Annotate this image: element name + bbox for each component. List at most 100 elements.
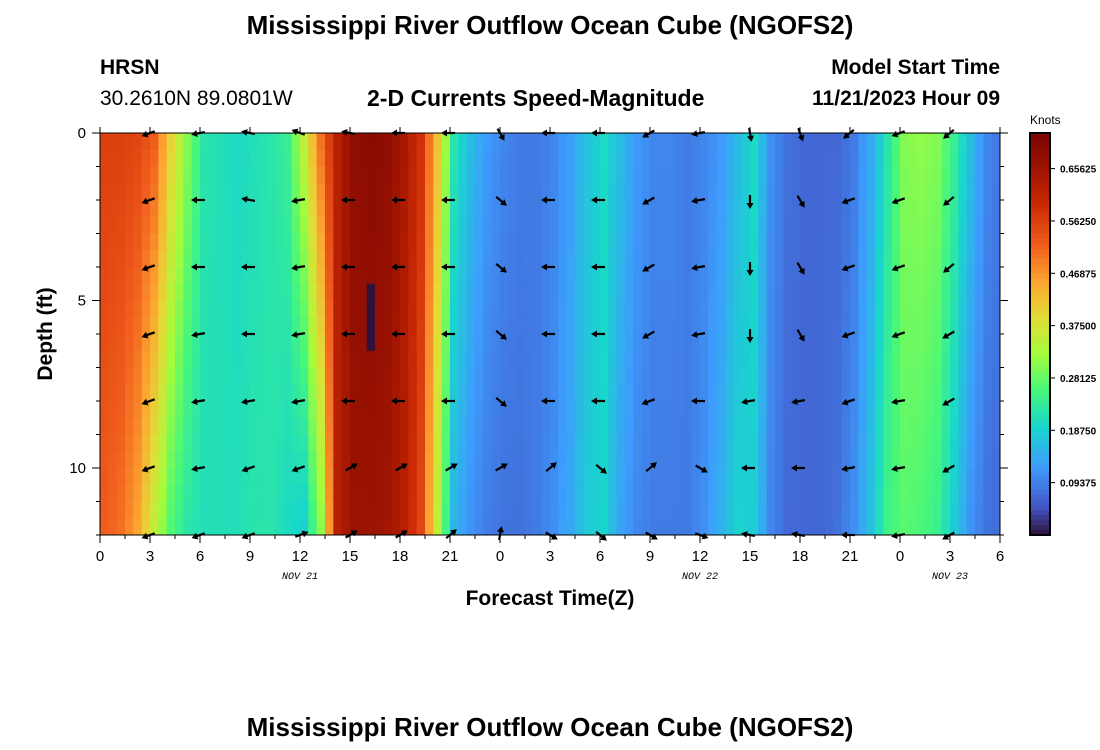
heatmap-cell xyxy=(566,300,576,318)
heatmap-cell xyxy=(183,417,193,435)
heatmap-cell xyxy=(325,451,334,469)
colorbar-segment xyxy=(1030,133,1050,139)
heatmap-cell xyxy=(325,468,334,486)
heatmap-cell xyxy=(341,133,351,151)
heatmap-cell xyxy=(600,283,609,301)
heatmap-cell xyxy=(958,317,968,335)
arrow-head xyxy=(943,199,950,206)
heatmap-cell xyxy=(375,334,384,352)
heatmap-cell xyxy=(900,367,909,385)
heatmap-cell xyxy=(300,417,309,435)
x-tick-label: 15 xyxy=(342,548,359,565)
heatmap-cell xyxy=(233,183,243,201)
heatmap-cell xyxy=(550,401,559,419)
heatmap-cell xyxy=(375,384,384,402)
heatmap-cell xyxy=(883,384,893,402)
heatmap-cell xyxy=(116,350,126,368)
heatmap-cell xyxy=(233,300,243,318)
heatmap-cell xyxy=(875,468,884,486)
heatmap-cell xyxy=(733,317,743,335)
heatmap-cell xyxy=(658,468,668,486)
heatmap-cell xyxy=(441,484,451,502)
heatmap-cell xyxy=(316,451,326,469)
heatmap-cell xyxy=(716,200,726,218)
heatmap-cell xyxy=(608,250,618,268)
heatmap-cell xyxy=(283,250,293,268)
heatmap-cell xyxy=(250,334,259,352)
heatmap-cell xyxy=(583,283,593,301)
heatmap-cell xyxy=(725,250,734,268)
heatmap-cell xyxy=(316,417,326,435)
heatmap-cell xyxy=(883,183,893,201)
heatmap-cell xyxy=(450,518,459,536)
heatmap-cell xyxy=(483,216,493,234)
heatmap-cell xyxy=(891,283,901,301)
heatmap-cell xyxy=(450,200,459,218)
arrow-head xyxy=(400,530,408,537)
heatmap-cell xyxy=(600,451,609,469)
colorbar-segment xyxy=(1030,238,1050,245)
current-arrow xyxy=(191,130,206,137)
heatmap-cell xyxy=(316,283,326,301)
heatmap-cell xyxy=(283,166,293,184)
heatmap-cell xyxy=(125,518,134,536)
heatmap-cell xyxy=(958,401,968,419)
heatmap-cell xyxy=(400,166,409,184)
heatmap-cell xyxy=(525,166,534,184)
heatmap-cell xyxy=(950,401,959,419)
heatmap-cell xyxy=(691,468,701,486)
heatmap-cell xyxy=(275,233,284,251)
heatmap-cell xyxy=(491,133,501,151)
heatmap-cell xyxy=(341,250,351,268)
heatmap-cell xyxy=(858,350,868,368)
colorbar-segment xyxy=(1030,208,1050,214)
heatmap-cell xyxy=(475,133,484,151)
page-title-repeat: Mississippi River Outflow Ocean Cube (NG… xyxy=(246,712,854,742)
heatmap-cell xyxy=(283,216,293,234)
current-arrow xyxy=(642,330,655,339)
heatmap-cell xyxy=(491,401,501,419)
heatmap-cell xyxy=(158,367,168,385)
heatmap-cell xyxy=(658,149,668,167)
heatmap-cell xyxy=(633,250,643,268)
heatmap-cell xyxy=(891,200,901,218)
heatmap-cell xyxy=(458,133,468,151)
heatmap-cell xyxy=(525,417,534,435)
heatmap-cell xyxy=(583,216,593,234)
heatmap-cell xyxy=(166,417,176,435)
heatmap-cell xyxy=(775,434,784,452)
heatmap-cell xyxy=(933,317,943,335)
heatmap-cell xyxy=(133,417,143,435)
heatmap-cell xyxy=(983,350,993,368)
current-arrow xyxy=(391,397,405,405)
heatmap-cell xyxy=(658,501,668,519)
heatmap-cell xyxy=(933,518,943,536)
heatmap-cell xyxy=(158,133,168,151)
heatmap-cell xyxy=(766,468,776,486)
heatmap-cell xyxy=(850,384,859,402)
heatmap-cell xyxy=(883,401,893,419)
heatmap-cell xyxy=(625,183,634,201)
heatmap-cell xyxy=(925,518,934,536)
arrow-head xyxy=(741,398,748,405)
heatmap-cell xyxy=(866,200,876,218)
heatmap-cell xyxy=(916,484,926,502)
current-arrow xyxy=(595,530,607,541)
heatmap-cell xyxy=(850,283,859,301)
heatmap-cell xyxy=(200,233,209,251)
heatmap-cell xyxy=(816,350,826,368)
heatmap-cell xyxy=(375,484,384,502)
heatmap-cell xyxy=(100,367,109,385)
heatmap-cell xyxy=(958,300,968,318)
heatmap-cell xyxy=(766,317,776,335)
heatmap-cell xyxy=(975,417,984,435)
heatmap-cell xyxy=(833,468,843,486)
heatmap-cell xyxy=(258,233,268,251)
heatmap-cell xyxy=(350,350,359,368)
heatmap-cell xyxy=(100,434,109,452)
heatmap-cell xyxy=(908,283,918,301)
heatmap-cell xyxy=(891,401,901,419)
heatmap-cell xyxy=(466,334,476,352)
heatmap-cell xyxy=(308,300,318,318)
colorbar-segment xyxy=(1030,499,1050,506)
